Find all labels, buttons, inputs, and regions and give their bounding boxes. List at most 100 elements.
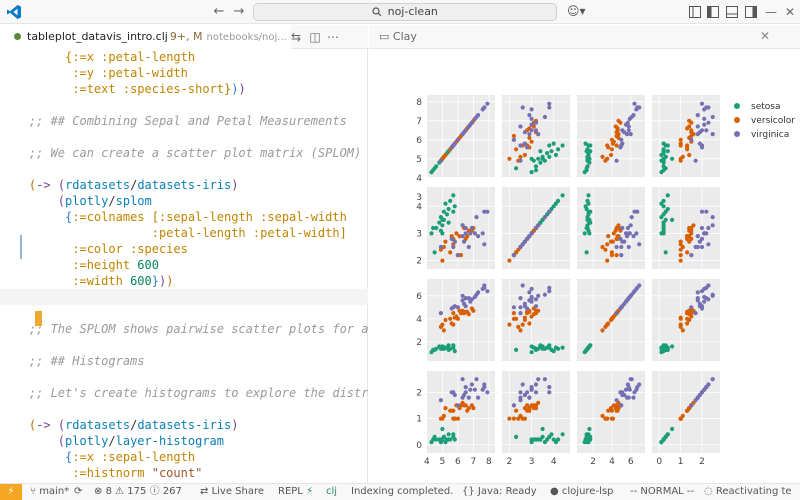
data-point-virginica xyxy=(706,105,711,110)
clay-tab-label: Clay xyxy=(392,30,417,43)
problems-status[interactable]: ⊗ 8 ⚠ 175 ⓘ 267 xyxy=(94,484,182,500)
y-tick-label: 7 xyxy=(416,117,422,127)
data-point-setosa xyxy=(538,160,543,165)
more-actions-icon[interactable]: ⋯ xyxy=(327,30,339,44)
data-point-virginica xyxy=(622,130,627,135)
x-tick-label: 2 xyxy=(507,457,513,467)
data-point-virginica xyxy=(704,209,709,214)
data-point-setosa xyxy=(434,164,439,169)
toggle-secondary-sidebar-icon[interactable] xyxy=(744,5,758,19)
data-point-setosa xyxy=(536,346,541,351)
data-point-versicolor xyxy=(441,244,446,250)
copilot-icon[interactable]: ☺▾ xyxy=(567,4,586,18)
data-point-setosa xyxy=(536,437,541,442)
clojure-lsp-status[interactable]: ● clojure-lsp xyxy=(550,484,613,500)
data-point-setosa xyxy=(434,346,439,351)
repl-status[interactable]: REPL ⚡ xyxy=(278,484,313,500)
data-point-versicolor xyxy=(678,143,683,148)
data-point-setosa xyxy=(529,170,534,175)
data-point-versicolor xyxy=(463,403,468,408)
code-comment: ;; Let's create histograms to explore th… xyxy=(28,386,368,400)
data-point-setosa xyxy=(587,231,592,236)
data-point-virginica xyxy=(511,305,516,310)
reactivating-status: ◌ Reactivating te xyxy=(704,484,792,500)
data-point-setosa xyxy=(443,201,448,206)
data-point-versicolor xyxy=(678,322,683,327)
data-point-versicolor xyxy=(522,315,527,320)
data-point-virginica xyxy=(637,105,642,110)
data-point-versicolor xyxy=(527,408,532,413)
data-point-virginica xyxy=(637,242,642,247)
data-point-virginica xyxy=(699,209,705,214)
data-point-versicolor xyxy=(536,400,541,405)
data-point-setosa xyxy=(584,250,589,255)
data-point-virginica xyxy=(449,236,454,241)
data-point-setosa xyxy=(533,168,539,173)
data-point-virginica xyxy=(626,244,631,250)
compare-changes-icon[interactable]: ⇆ xyxy=(290,30,302,44)
clj-mode[interactable]: clj xyxy=(326,486,338,497)
data-point-virginica xyxy=(455,403,460,408)
data-point-virginica xyxy=(529,116,534,121)
back-arrow-icon[interactable]: ← xyxy=(213,4,225,19)
close-icon[interactable]: ✕ xyxy=(759,29,770,43)
data-point-versicolor xyxy=(443,239,448,244)
java-icon: {} xyxy=(462,486,478,497)
data-point-setosa xyxy=(533,164,539,169)
data-point-virginica xyxy=(511,403,516,408)
data-point-versicolor xyxy=(610,416,615,421)
clay-view: 3 4 5 6 7 8 2 3 4 2 4 6 0 1 2 4 5 6 7 8 2 3 4 2 4 6 0 1 2 setosa versi… xyxy=(369,50,800,483)
tab-clay[interactable]: ▭ Clay xyxy=(379,25,417,49)
data-point-virginica xyxy=(689,305,694,310)
code-area[interactable]: {:=x :petal-length :=y :petal-width :=te… xyxy=(0,49,368,483)
data-point-virginica xyxy=(695,124,700,129)
data-point-virginica xyxy=(625,382,630,387)
data-point-versicolor xyxy=(458,403,464,408)
toggle-panel-icon[interactable] xyxy=(725,5,739,19)
data-point-setosa xyxy=(670,217,675,222)
command-center[interactable]: noj-clean xyxy=(253,3,557,21)
split-editor-icon[interactable]: ◫ xyxy=(309,30,321,44)
data-point-versicolor xyxy=(466,312,471,317)
code-line: :=histogram-nbins 20})) xyxy=(0,481,368,483)
data-point-virginica xyxy=(542,377,547,382)
data-point-versicolor xyxy=(685,321,690,326)
data-point-setosa xyxy=(432,250,437,255)
x-tick-label: 4 xyxy=(424,457,430,467)
data-point-virginica xyxy=(472,231,477,236)
data-point-versicolor xyxy=(605,156,610,161)
data-point-virginica xyxy=(547,209,552,214)
sync-icon[interactable]: ⟳ xyxy=(74,486,83,497)
clay-panel: ▭ Clay ✕ 3 4 5 6 7 8 2 3 4 2 4 6 0 1 2 4 5 6 7 8 2 3 4 2 4 6 0 1 2 se… xyxy=(369,25,800,483)
data-point-setosa xyxy=(444,212,450,217)
code-line: :=y :petal-width xyxy=(72,66,188,80)
data-point-virginica xyxy=(469,297,474,302)
code-line: {:=x :petal-length xyxy=(65,50,196,64)
data-point-virginica xyxy=(527,290,532,295)
data-point-virginica xyxy=(449,306,454,311)
data-point-virginica xyxy=(699,289,705,294)
remote-icon[interactable]: ⚡ xyxy=(0,484,22,500)
data-point-versicolor xyxy=(614,403,619,408)
data-point-versicolor xyxy=(685,145,690,150)
data-point-versicolor xyxy=(529,139,534,144)
minimize-icon[interactable]: — xyxy=(765,5,777,19)
branch-status[interactable]: ⑂ main* xyxy=(30,484,69,500)
data-point-virginica xyxy=(518,311,523,316)
layout-customize-icon[interactable] xyxy=(688,5,702,19)
toggle-sidebar-icon[interactable] xyxy=(706,5,720,19)
data-point-setosa xyxy=(659,215,664,220)
close-window-icon[interactable]: ✕ xyxy=(784,5,796,19)
data-point-setosa xyxy=(448,437,453,442)
data-point-versicolor xyxy=(507,322,512,327)
data-point-virginica xyxy=(468,231,473,236)
data-point-setosa xyxy=(661,168,666,173)
forward-arrow-icon[interactable]: → xyxy=(233,4,245,19)
data-point-virginica xyxy=(533,390,539,395)
info-count: 267 xyxy=(162,486,182,497)
java-status[interactable]: {} Java: Ready xyxy=(462,484,537,500)
live-share-status[interactable]: ⇄ Live Share xyxy=(200,484,264,500)
data-point-virginica xyxy=(704,128,709,133)
data-point-setosa xyxy=(444,345,450,350)
